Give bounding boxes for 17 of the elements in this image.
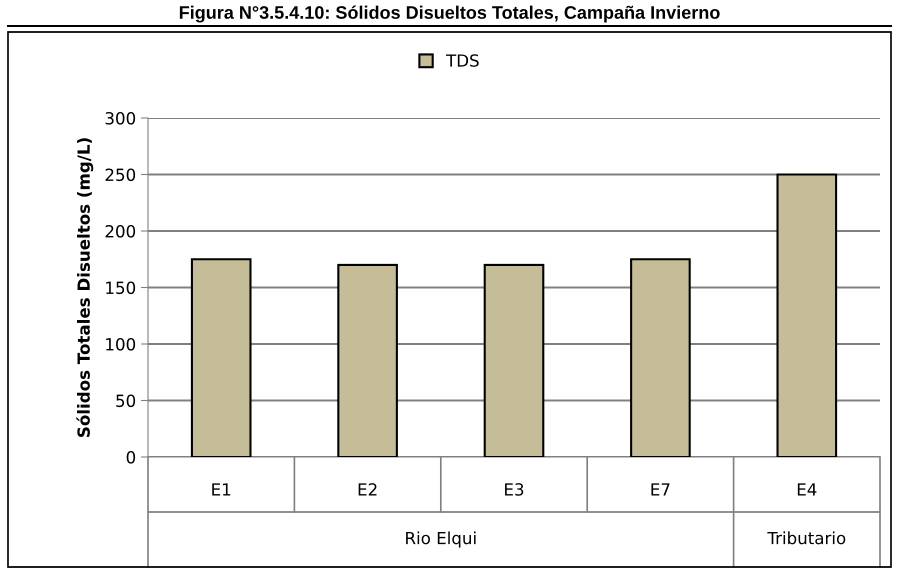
y-tick-label: 100 [106, 338, 136, 351]
text: Tributario [767, 531, 846, 544]
y-tick-label: 0 [126, 450, 136, 464]
text: Rio Elqui [406, 531, 476, 548]
chart-title: Figura N°3.5.4.10: Sólidos Disueltos Totales, Campaña Invierno [180, 5, 720, 23]
x-tick-label: E3 [505, 483, 524, 496]
y-axis-title: Sólidos Totales Disueltos (mg/L) [76, 138, 94, 437]
x-tick-label: E4 [798, 483, 816, 496]
y-tick-label: 50 [116, 394, 136, 408]
legend-label: TDS [446, 54, 479, 67]
y-tick-label: 300 [106, 112, 136, 125]
x-tick-label: E7 [651, 483, 670, 496]
y-tick-label: 250 [106, 168, 136, 182]
y-tick-label: 150 [106, 281, 136, 294]
x-tick-label: E2 [358, 483, 376, 496]
x-tick-label: E1 [212, 483, 230, 496]
y-tick-label: 200 [106, 224, 136, 238]
